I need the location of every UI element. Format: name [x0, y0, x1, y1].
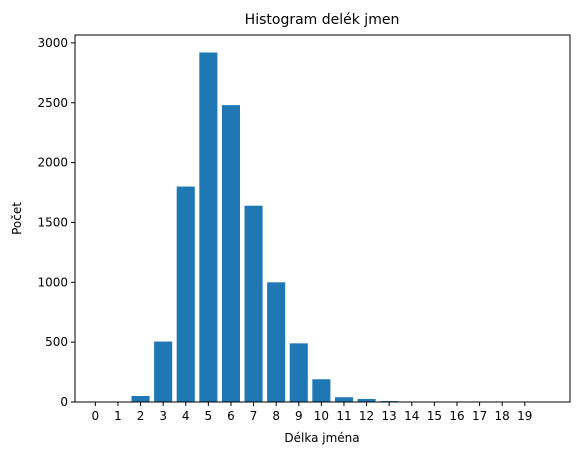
bar-2 [131, 396, 150, 402]
x-tick-label: 13 [382, 409, 397, 423]
bar-4 [176, 186, 195, 402]
x-tick-label: 6 [227, 409, 235, 423]
x-tick-label: 5 [205, 409, 213, 423]
x-tick-label: 10 [314, 409, 329, 423]
bar-12 [357, 399, 376, 402]
x-tick-label: 19 [517, 409, 532, 423]
x-tick-label: 9 [295, 409, 303, 423]
x-tick-label: 1 [114, 409, 122, 423]
y-tick-label: 3000 [37, 36, 68, 50]
x-tick-label: 14 [404, 409, 419, 423]
x-tick-label: 3 [159, 409, 167, 423]
y-tick-label: 2000 [37, 156, 68, 170]
y-tick-label: 0 [60, 395, 68, 409]
x-tick-label: 15 [427, 409, 442, 423]
bar-6 [221, 105, 240, 402]
y-axis: 0 500 1000 1500 2000 2500 3000 [37, 36, 75, 409]
bar-7 [244, 205, 263, 402]
x-tick-label: 2 [137, 409, 145, 423]
bar-8 [267, 282, 286, 402]
x-tick-label: 11 [336, 409, 351, 423]
y-axis-label: Počet [10, 202, 24, 235]
x-axis: 0 1 2 3 4 5 6 7 8 9 10 11 12 13 14 15 16 17 18 19 [92, 402, 532, 423]
bar-10 [312, 379, 331, 402]
x-tick-label: 16 [449, 409, 464, 423]
x-tick-label: 4 [182, 409, 190, 423]
bars-group [108, 52, 444, 402]
bar-3 [154, 341, 173, 402]
y-tick-label: 1500 [37, 215, 68, 229]
y-tick-label: 500 [45, 335, 68, 349]
x-tick-label: 18 [495, 409, 510, 423]
x-tick-label: 7 [250, 409, 258, 423]
y-tick-label: 1000 [37, 275, 68, 289]
x-tick-label: 8 [272, 409, 280, 423]
x-tick-label: 12 [359, 409, 374, 423]
x-tick-label: 17 [472, 409, 487, 423]
chart-title: Histogram delék jmen [245, 12, 400, 28]
bar-11 [334, 397, 354, 402]
plot-frame [74, 34, 571, 403]
x-tick-label: 0 [92, 409, 100, 423]
bar-9 [289, 343, 308, 402]
x-axis-label: Délka jména [284, 431, 359, 445]
bar-5 [199, 52, 218, 402]
y-tick-label: 2500 [37, 96, 68, 110]
